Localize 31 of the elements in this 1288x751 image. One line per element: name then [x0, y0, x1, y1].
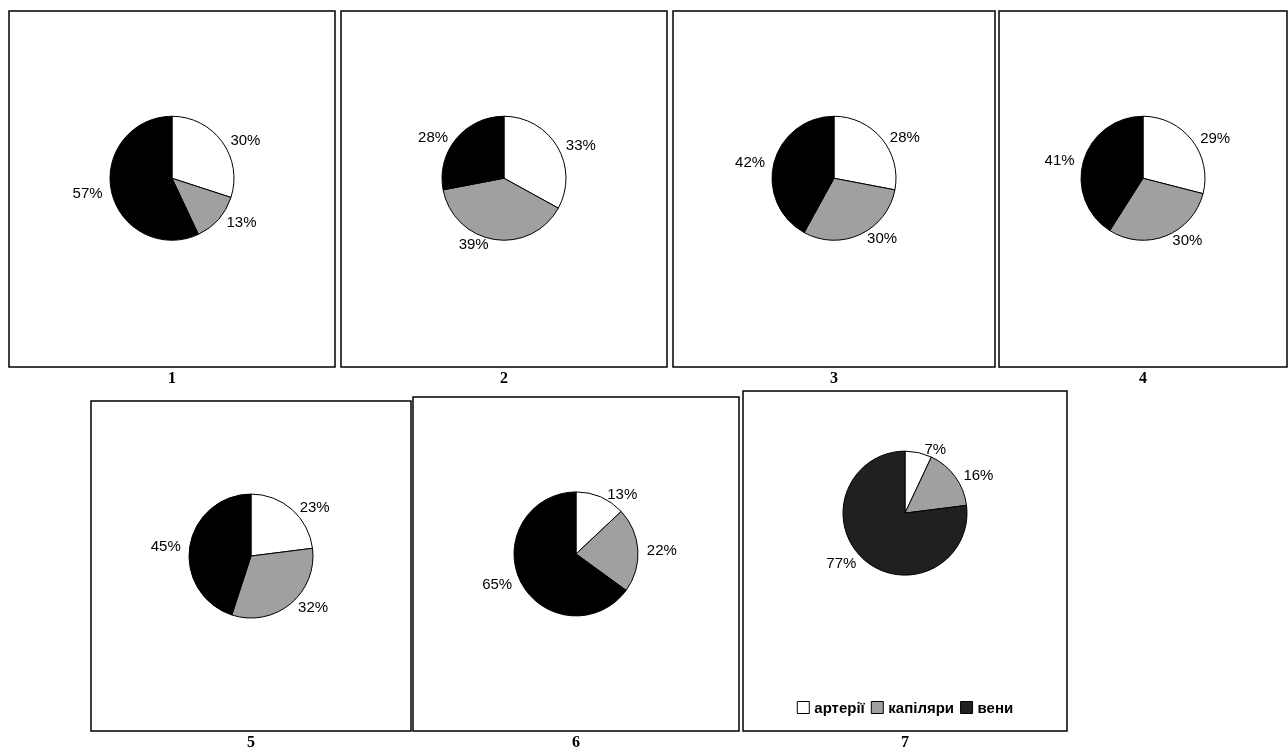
data-label: 77%	[826, 554, 857, 572]
data-label: 39%	[458, 234, 489, 252]
data-label: 22%	[646, 541, 677, 559]
data-label: 42%	[735, 153, 766, 171]
data-label: 45%	[150, 537, 181, 555]
data-label: 16%	[963, 465, 994, 483]
data-label: 32%	[298, 598, 329, 616]
text: 6	[572, 732, 580, 750]
data-label: 65%	[482, 575, 513, 593]
data-label: 30%	[230, 130, 261, 148]
data-label: 28%	[418, 127, 449, 145]
legend-label: артерії	[814, 699, 866, 716]
text: 3	[830, 368, 838, 386]
data-label: 23%	[299, 498, 330, 516]
data-label: 13%	[226, 213, 257, 231]
data-label: 7%	[924, 440, 947, 458]
text: 2	[500, 368, 508, 386]
data-label: 30%	[867, 229, 898, 247]
text: 7	[901, 732, 909, 750]
data-label: 33%	[565, 136, 596, 154]
data-label: 41%	[1044, 151, 1075, 169]
text: 4	[1139, 368, 1147, 386]
data-label: 29%	[1200, 129, 1231, 147]
legend-label: капіляри	[888, 699, 955, 716]
data-label: 57%	[72, 184, 103, 202]
text: 5	[247, 732, 255, 750]
legend-label: вени	[977, 699, 1014, 716]
data-label: 28%	[889, 127, 920, 145]
text: 1	[168, 368, 176, 386]
data-label: 30%	[1172, 231, 1203, 249]
data-label: 13%	[607, 484, 638, 502]
